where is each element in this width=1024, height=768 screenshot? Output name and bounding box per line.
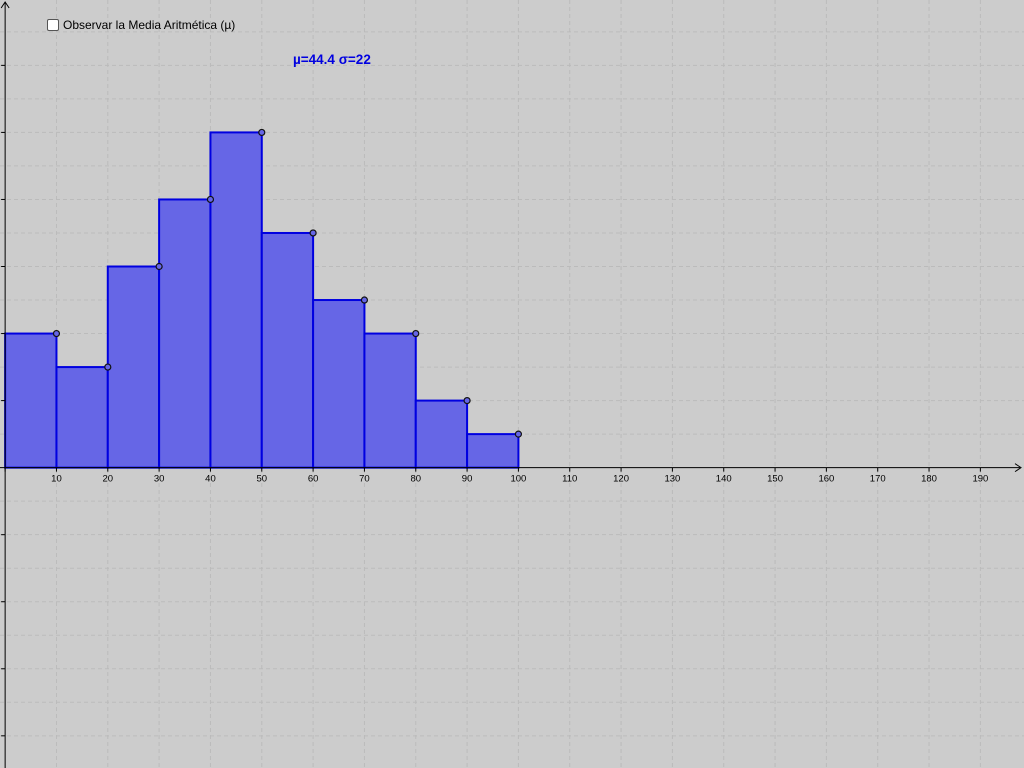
checkbox-label: Observar la Media Aritmética (µ)	[63, 18, 236, 32]
x-tick-label: 20	[103, 474, 114, 485]
histogram-bar	[312, 299, 366, 469]
histogram-point	[52, 329, 61, 338]
histogram-point	[412, 329, 420, 338]
x-tick-label: 180	[921, 474, 937, 485]
histogram-bar	[363, 332, 417, 469]
stats-label: µ=44.4 σ=22	[293, 52, 371, 67]
tick-labels: 0102030405060708090100110120130140150160…	[51, 474, 988, 485]
x-tick-label: 50	[256, 474, 267, 485]
histogram-bar	[4, 332, 58, 469]
histogram-point	[104, 363, 112, 371]
y-axis-arrow	[0, 1, 10, 9]
x-tick-label: 160	[818, 474, 834, 485]
histogram-bar	[209, 131, 263, 469]
x-tick-label: 170	[870, 474, 886, 485]
x-tick-label: 40	[205, 474, 216, 485]
x-axis-arrow	[1014, 463, 1022, 473]
checkbox-box[interactable]	[47, 19, 59, 31]
x-tick-label: 100	[510, 474, 526, 485]
histogram-point	[514, 430, 523, 438]
x-tick-label: 120	[613, 474, 629, 485]
x-tick-label: 10	[51, 474, 62, 485]
histogram-point	[360, 296, 369, 304]
x-tick-label: 70	[359, 474, 370, 485]
histogram-point	[463, 396, 471, 405]
x-tick-label: 130	[664, 474, 680, 485]
histogram-points	[52, 128, 523, 438]
histogram-point	[206, 195, 215, 204]
x-tick-label: 60	[308, 474, 319, 485]
x-tick-label: 150	[767, 474, 783, 485]
histogram-bar	[414, 399, 469, 469]
x-tick-label: 110	[562, 474, 577, 485]
histogram-bars	[4, 131, 520, 469]
mean-checkbox[interactable]: Observar la Media Aritmética (µ)	[47, 18, 235, 32]
histogram-bar	[158, 198, 212, 469]
histogram-point	[155, 262, 163, 271]
x-tick-label: 190	[972, 474, 988, 485]
x-tick-label: 140	[716, 474, 732, 485]
x-tick-label: 90	[462, 474, 473, 485]
x-tick-label: 80	[410, 474, 421, 485]
histogram-bar	[106, 265, 161, 469]
histogram-point	[309, 229, 317, 237]
histogram-bar	[55, 366, 109, 469]
histogram-bar	[260, 231, 315, 469]
x-tick-label: 30	[154, 474, 165, 485]
histogram-point	[258, 128, 266, 137]
histogram-bar	[466, 433, 520, 469]
